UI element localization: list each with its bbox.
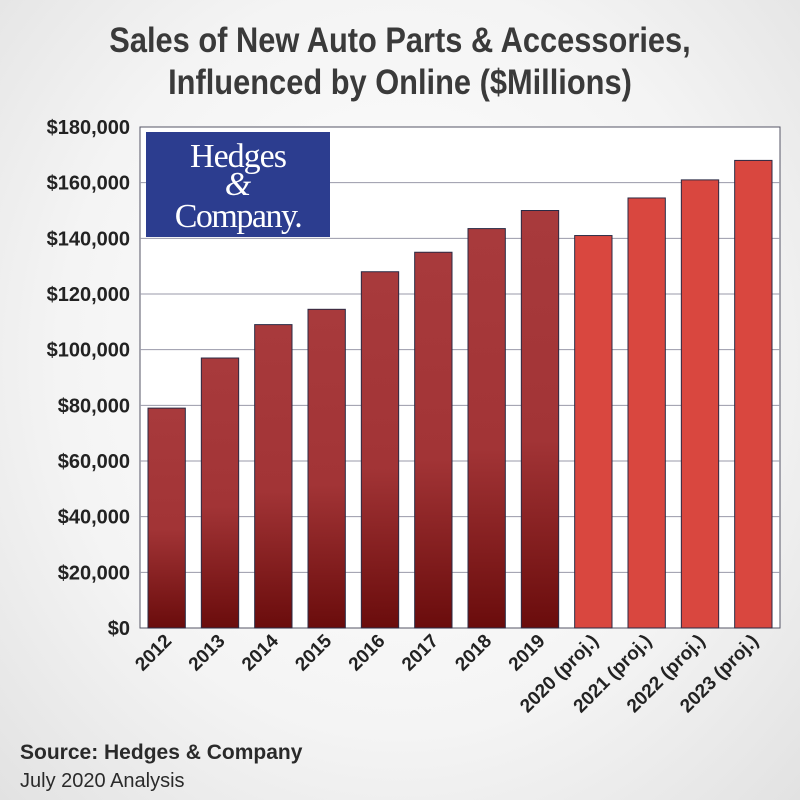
logo-ampersand: & bbox=[224, 166, 252, 203]
x-tick-label: 2018 bbox=[451, 631, 496, 676]
bar-2021-proj bbox=[627, 197, 666, 629]
x-tick-label: 2017 bbox=[398, 631, 443, 676]
y-tick-label: $100,000 bbox=[47, 340, 130, 362]
y-tick-label: $180,000 bbox=[47, 117, 130, 139]
y-tick-labels: $0 $20,000 $40,000 $60,000 $80,000 $100,000 $1… bbox=[47, 117, 130, 640]
bar-2022-proj bbox=[680, 179, 720, 629]
bar-2017 bbox=[414, 251, 453, 629]
bar-2020-proj bbox=[574, 235, 613, 629]
bar-2015 bbox=[307, 308, 346, 629]
x-tick-label: 2013 bbox=[185, 631, 230, 676]
bar-2016 bbox=[360, 271, 400, 629]
y-tick-label: $80,000 bbox=[58, 395, 130, 417]
hedges-company-logo: Hedges & Company. bbox=[146, 132, 330, 237]
y-tick-label: $20,000 bbox=[58, 562, 130, 584]
y-tick-label: $0 bbox=[108, 618, 130, 640]
chart-title-line-2: Influenced by Online ($Millions) bbox=[168, 63, 632, 102]
bar-2014 bbox=[254, 324, 293, 629]
x-tick-label: 2012 bbox=[131, 631, 176, 676]
logo-line-2: Company. bbox=[174, 198, 303, 235]
y-tick-label: $40,000 bbox=[58, 507, 130, 529]
bar-2013 bbox=[200, 357, 240, 629]
bar-2012 bbox=[147, 407, 186, 629]
x-tick-label: 2019 bbox=[505, 631, 550, 676]
source-note: Source: Hedges & Company bbox=[20, 741, 303, 764]
y-tick-label: $140,000 bbox=[47, 228, 130, 250]
bar-2019 bbox=[520, 210, 560, 629]
y-tick-label: $160,000 bbox=[47, 173, 130, 195]
y-tick-label: $60,000 bbox=[58, 451, 130, 473]
chart-title: Sales of New Auto Parts & Accessories, I… bbox=[48, 20, 752, 104]
chart-title-line-1: Sales of New Auto Parts & Accessories, bbox=[109, 21, 691, 60]
x-tick-label: 2015 bbox=[291, 630, 336, 675]
y-tick-label: $120,000 bbox=[47, 284, 130, 306]
logo-line-1: Hedges bbox=[190, 138, 287, 175]
bar-2023-proj bbox=[734, 159, 773, 629]
x-tick-label: 2016 bbox=[345, 631, 390, 676]
bars bbox=[147, 159, 773, 629]
x-tick-label: 2014 bbox=[238, 630, 283, 675]
bar-2018 bbox=[467, 228, 506, 629]
analysis-date: July 2020 Analysis bbox=[20, 770, 185, 792]
